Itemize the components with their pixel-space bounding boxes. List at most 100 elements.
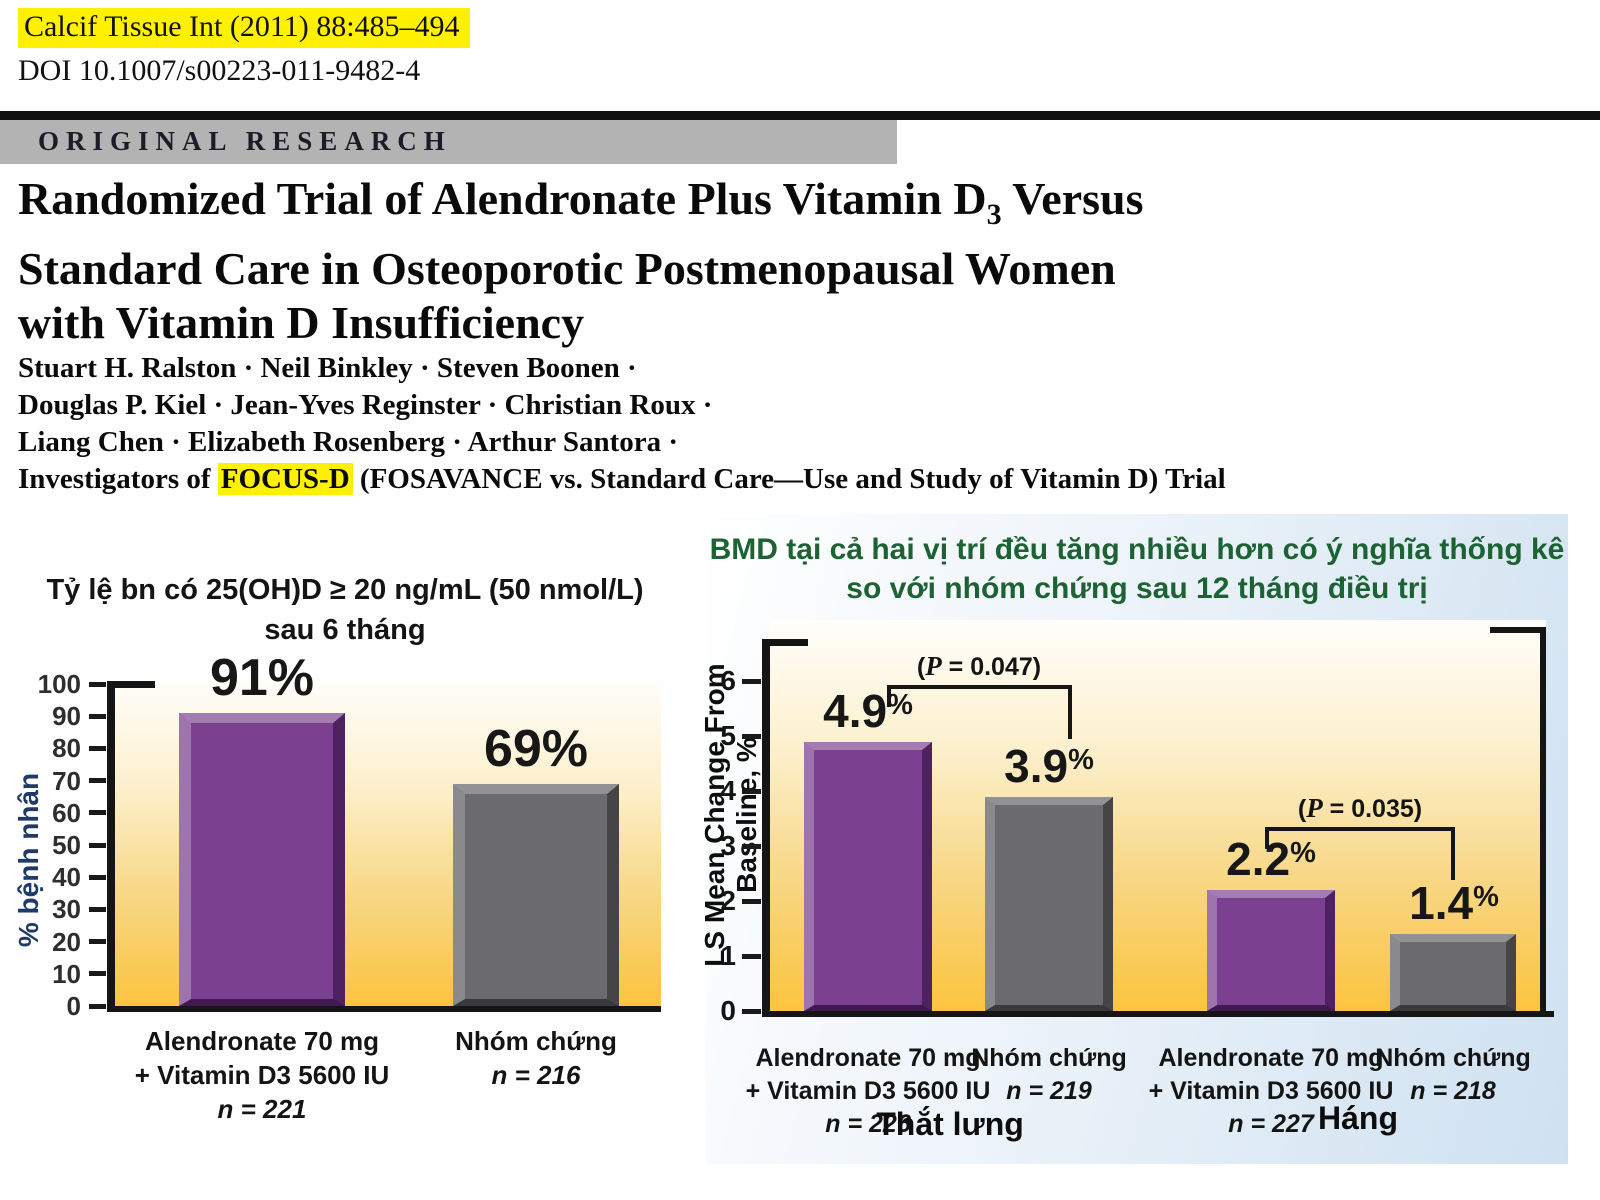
y-axis-tick <box>742 843 761 849</box>
section-banner: ORIGINAL RESEARCH <box>0 120 897 164</box>
y-axis-tick <box>89 939 106 945</box>
y-axis-tick-label: 50 <box>52 830 81 860</box>
right-chart-right-border-tick <box>1490 627 1540 633</box>
divider-rule <box>0 111 1600 120</box>
right-chart-title-line2: so với nhóm chứng sau 12 tháng điều trị <box>846 572 1428 605</box>
left-chart-y-axis <box>107 681 115 1012</box>
author-list: Stuart H. Ralston · Neil Binkley · Steve… <box>18 350 1598 498</box>
right-chart-x-label-treatment-lumbar: Alendronate 70 mg + Vitamin D3 5600 IU n… <box>745 1044 991 1138</box>
journal-citation: Calcif Tissue Int (2011) 88:485–494 <box>18 8 470 48</box>
y-axis-tick <box>89 810 106 816</box>
left-chart-x-label-control: Nhóm chứng n = 216 <box>455 1026 617 1090</box>
title-line1-end: Versus <box>1001 173 1144 224</box>
right-chart-x-axis <box>762 1011 1554 1017</box>
doi-text: DOI 10.1007/s00223-011-9482-4 <box>18 54 421 87</box>
bar-value-label: 4.9% <box>823 684 913 737</box>
y-axis-tick <box>89 1003 106 1009</box>
right-chart-title-line1: BMD tại cả hai vị trí đều tăng nhiều hơn… <box>709 533 1565 566</box>
p-bracket-lumbar-left-leg <box>887 689 891 707</box>
p-bracket-hip <box>1265 827 1455 831</box>
n-count: n = 216 <box>491 1060 581 1090</box>
y-axis-tick-label: 70 <box>52 765 81 796</box>
left-chart-plot-area: 91% 69% 0 10 20 30 40 50 60 70 80 90 100 <box>38 651 661 1021</box>
bar-value-label: 91% <box>209 648 315 707</box>
y-axis-tick-label: 1 <box>720 940 736 971</box>
title-line1: Randomized Trial of Alendronate Plus Vit… <box>18 173 987 224</box>
p-bracket-lumbar-right-leg <box>1068 689 1072 739</box>
y-axis-tick <box>89 681 106 687</box>
bar-value-label: 1.4% <box>1409 877 1499 929</box>
y-axis-tick <box>742 733 761 739</box>
y-axis-tick <box>89 906 106 912</box>
y-axis-tick-label: 80 <box>52 733 81 764</box>
n-count: n = 227 <box>1228 1110 1314 1138</box>
y-axis-tick <box>742 898 761 904</box>
right-chart-axis-cap <box>762 639 808 646</box>
bar-control-25ohd <box>453 783 619 1006</box>
title-subscript: 3 <box>986 198 1002 232</box>
n-count: n = 226 <box>825 1110 911 1138</box>
y-axis-tick <box>89 842 106 848</box>
y-axis-tick <box>742 678 761 684</box>
bar-control-hip <box>1390 934 1516 1011</box>
y-axis-tick-label: 20 <box>52 926 81 957</box>
y-axis-tick-label: 2 <box>720 885 736 916</box>
focus-d-highlight: FOCUS-D <box>217 463 353 495</box>
p-bracket-hip-right-leg <box>1451 831 1455 880</box>
y-axis-tick-label: 40 <box>52 862 81 893</box>
left-chart-x-axis <box>107 1006 661 1012</box>
y-axis-tick-label: 90 <box>52 701 81 732</box>
left-chart-title-line2: sau 6 tháng <box>264 614 426 646</box>
right-chart-right-border <box>1540 627 1546 1017</box>
bar-alendronate-hip <box>1207 890 1335 1011</box>
n-count: n = 218 <box>1410 1077 1496 1105</box>
authors-line4: Investigators of <box>18 463 218 495</box>
left-chart-x-label-treatment: Alendronate 70 mg + Vitamin D3 5600 IU n… <box>134 1026 390 1124</box>
right-chart-panel: BMD tại cả hai vị trí đều tăng nhiều hơn… <box>699 514 1568 1164</box>
y-axis-tick-label: 4 <box>720 775 736 806</box>
right-chart-x-label-treatment-hip: Alendronate 70 mg + Vitamin D3 5600 IU n… <box>1148 1044 1394 1138</box>
left-chart-title: Tỷ lệ bn có 25(OH)D ≥ 20 ng/mL (50 nmol/… <box>20 570 670 650</box>
y-axis-tick-label: 60 <box>52 797 81 828</box>
y-axis-tick <box>89 745 106 751</box>
right-chart-x-label-control-lumbar: Nhóm chứng n = 219 <box>971 1044 1127 1105</box>
paper-title: Randomized Trial of Alendronate Plus Vit… <box>18 172 1578 350</box>
bar-control-lumbar <box>985 796 1113 1011</box>
left-chart-title-line1: Tỷ lệ bn có 25(OH)D ≥ 20 ng/mL (50 nmol/… <box>46 574 644 606</box>
y-axis-tick-label: 3 <box>720 830 736 861</box>
right-chart-title: BMD tại cả hai vị trí đều tăng nhiều hơn… <box>706 530 1568 608</box>
authors-line1: Stuart H. Ralston · Neil Binkley · Steve… <box>18 352 637 384</box>
n-count: n = 219 <box>1006 1077 1092 1105</box>
bar-alendronate-25ohd <box>179 712 345 1006</box>
y-axis-tick-label: 100 <box>37 669 81 699</box>
bar-value-label: 3.9% <box>1004 739 1094 792</box>
bar-value-label: 2.2% <box>1226 833 1316 885</box>
right-chart-plot-area: 4.9% 3.9% 2.2% 1.4% (P = 0.047) (P = 0.0… <box>720 620 1554 1026</box>
y-axis-tick <box>89 778 106 784</box>
y-axis-tick-label: 0 <box>66 991 81 1021</box>
title-line2: Standard Care in Osteoporotic Postmenopa… <box>18 243 1116 295</box>
y-axis-tick-label: 5 <box>720 720 736 751</box>
y-axis-tick <box>742 1008 761 1014</box>
bar-alendronate-lumbar <box>804 741 932 1011</box>
right-chart-x-label-control-hip: Nhóm chứng n = 218 <box>1375 1044 1531 1105</box>
bar-value-label: 69% <box>483 719 589 778</box>
p-value-lumbar: (P = 0.047) <box>916 651 1042 681</box>
y-axis-tick-label: 6 <box>720 665 736 696</box>
group-label-hip: Háng <box>1318 1100 1398 1136</box>
y-axis-tick <box>89 713 106 719</box>
group-label-lumbar: Thắt lưng <box>876 1106 1024 1142</box>
left-chart-axis-cap <box>107 681 155 688</box>
authors-line2: Douglas P. Kiel · Jean-Yves Reginster · … <box>18 389 713 421</box>
y-axis-tick <box>742 953 761 959</box>
p-bracket-lumbar <box>887 685 1072 689</box>
section-banner-label: ORIGINAL RESEARCH <box>38 126 452 156</box>
y-axis-tick-label: 0 <box>720 995 736 1026</box>
p-bracket-hip-left-leg <box>1265 831 1269 849</box>
y-axis-tick <box>89 874 106 880</box>
authors-line4-end: (FOSAVANCE vs. Standard Care—Use and Stu… <box>352 463 1226 495</box>
y-axis-tick <box>742 788 761 794</box>
title-line3: with Vitamin D Insufficiency <box>18 297 585 349</box>
authors-line3: Liang Chen · Elizabeth Rosenberg · Arthu… <box>18 426 679 458</box>
